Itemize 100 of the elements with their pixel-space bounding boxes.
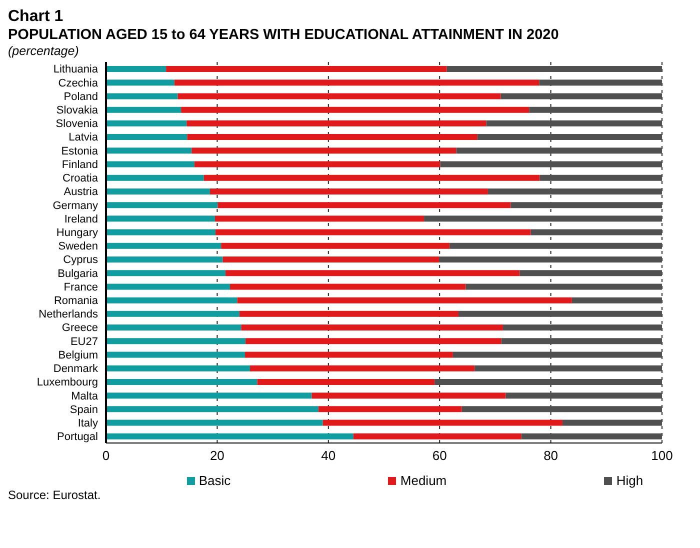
y-tick-label: Luxembourg	[36, 376, 98, 389]
x-tick-label: 80	[544, 448, 558, 464]
y-tick-label: Poland	[64, 90, 98, 103]
bar	[174, 80, 540, 86]
bar	[106, 80, 174, 86]
y-tick-label: Croatia	[62, 172, 99, 185]
y-tick-label: EU27	[70, 336, 98, 348]
y-tick-label: Denmark	[53, 363, 98, 376]
bar	[462, 406, 662, 412]
bar	[106, 242, 222, 249]
bar	[106, 406, 318, 412]
bar	[106, 378, 258, 385]
y-tick-label: France	[64, 281, 98, 294]
y-tick-label: Germany	[52, 200, 98, 212]
y-tick-label: Bulgaria	[58, 268, 99, 280]
y-tick-label: Lithuania	[53, 64, 99, 76]
bar	[178, 93, 501, 100]
x-tick-label: 100	[651, 448, 673, 464]
bar	[106, 352, 245, 358]
x-tick-label: 20	[210, 448, 224, 464]
bar	[434, 378, 662, 385]
bar	[230, 284, 466, 290]
y-tick-label: Estonia	[61, 145, 99, 158]
bar	[106, 216, 215, 222]
bar	[466, 284, 662, 290]
bar	[106, 202, 218, 208]
bar	[529, 106, 662, 113]
bar	[106, 66, 166, 72]
y-tick-label: Finland	[62, 158, 98, 171]
bar	[222, 256, 440, 262]
bar	[214, 216, 424, 222]
bar	[106, 392, 312, 399]
bar	[500, 93, 662, 100]
y-tick-label: Greece	[62, 322, 98, 334]
legend-label: High	[615, 473, 644, 488]
bar	[539, 80, 662, 86]
bar	[250, 365, 475, 372]
bar	[106, 284, 230, 290]
bar	[237, 297, 572, 304]
bar	[502, 324, 662, 331]
bar	[187, 134, 478, 140]
bar	[106, 93, 178, 100]
bar	[488, 188, 662, 194]
bar	[450, 242, 662, 249]
y-tick-label: Slovakia	[56, 104, 99, 117]
bar	[520, 270, 662, 276]
y-tick-label: Cyprus	[63, 254, 98, 266]
chart-subtitle: POPULATION AGED 15 to 64 YEARS WITH EDUCATIONAL ATTAINMENT IN 2020	[8, 26, 560, 44]
bar	[562, 420, 662, 426]
bar	[106, 174, 204, 181]
bar	[106, 310, 240, 317]
bar	[501, 338, 662, 344]
x-tick-label: 60	[432, 448, 447, 464]
y-tick-label: Sweden	[58, 240, 98, 253]
bar	[226, 270, 520, 276]
bar	[186, 120, 486, 126]
bar	[204, 174, 540, 181]
bar	[106, 338, 246, 344]
y-tick-label: Spain	[70, 404, 98, 416]
bar	[194, 161, 440, 168]
bar	[210, 188, 488, 194]
y-tick-label: Hungary	[56, 226, 98, 239]
bar	[106, 256, 223, 262]
bar	[322, 420, 562, 426]
bar	[506, 392, 662, 399]
bar	[106, 297, 238, 304]
legend-label: Basic	[198, 473, 231, 488]
y-tick-label: Latvia	[68, 132, 99, 144]
bar	[106, 433, 354, 440]
text: (percentage)	[8, 44, 80, 58]
y-tick-label: Netherlands	[38, 308, 98, 321]
bar	[106, 270, 226, 276]
bar	[353, 433, 522, 440]
bar	[456, 148, 662, 154]
y-tick-label: Austria	[64, 186, 99, 198]
bar	[424, 216, 662, 222]
chart-title: Chart 1	[8, 8, 64, 26]
y-tick-label: Slovenia	[56, 118, 99, 130]
bar	[446, 66, 662, 72]
bar	[218, 202, 511, 208]
y-tick-label: Belgium	[58, 349, 98, 362]
bar	[246, 338, 502, 344]
bar	[521, 433, 662, 440]
bar	[106, 420, 323, 426]
bar	[530, 229, 662, 236]
bar	[439, 256, 662, 262]
bar	[474, 365, 662, 372]
bar	[106, 120, 187, 126]
bar	[216, 229, 531, 236]
bar	[181, 106, 530, 113]
bar	[452, 352, 662, 358]
bar	[106, 365, 250, 372]
bar	[106, 134, 188, 140]
bar	[106, 229, 216, 236]
bar	[540, 174, 662, 181]
bar	[312, 392, 506, 399]
y-tick-label: Ireland	[64, 213, 98, 226]
y-tick-label: Malta	[71, 390, 99, 402]
bar	[106, 188, 210, 194]
source-note: Source: Eurostat.	[8, 488, 102, 502]
